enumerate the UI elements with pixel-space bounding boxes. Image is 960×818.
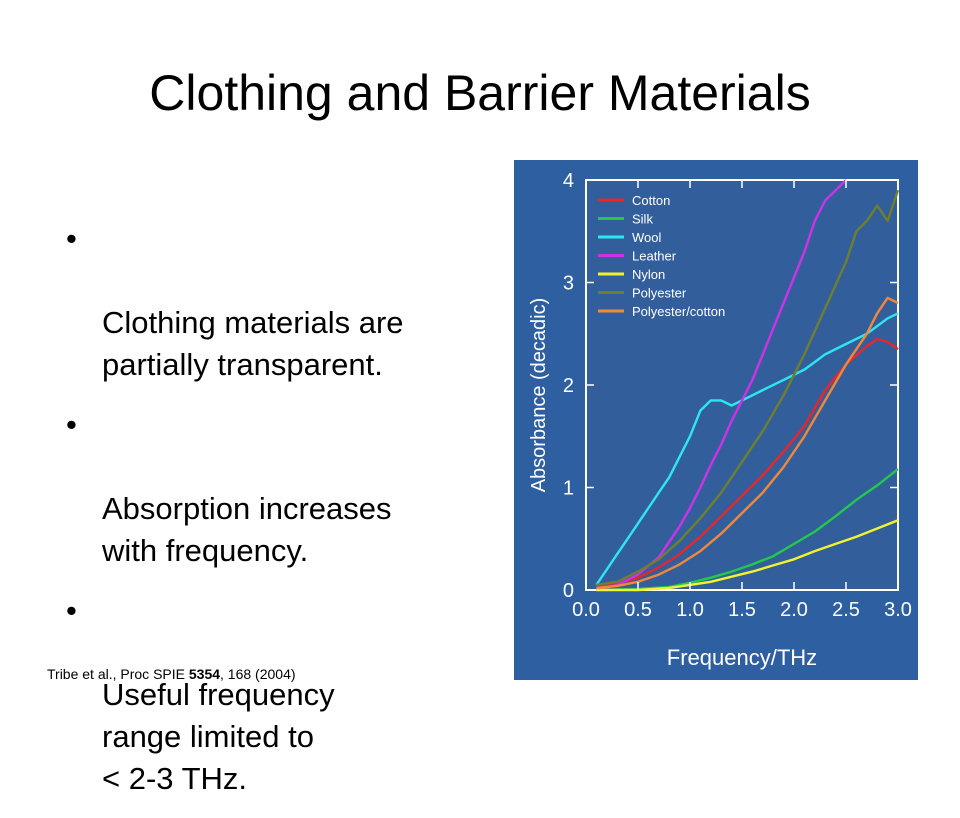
- series-line: [596, 296, 899, 590]
- x-axis-label: Frequency/THz: [667, 645, 817, 670]
- legend-label: Polyester/cotton: [632, 304, 725, 319]
- legend-label: Silk: [632, 212, 653, 227]
- x-tick-label: 2.0: [780, 599, 808, 621]
- ticks-group: 0.0 0.5 1.0 1.5 2.0 2.5 3.0 0 1 2 3 4: [563, 170, 912, 621]
- series-line: [595, 312, 899, 586]
- legend-label: Wool: [632, 230, 661, 245]
- legend-label: Cotton: [632, 193, 670, 208]
- absorbance-figure: 0.0 0.5 1.0 1.5 2.0 2.5 3.0 0 1 2 3 4 Cotton Silk Woo…: [514, 160, 918, 680]
- bullet-glyph: •: [66, 593, 77, 628]
- x-tick-label: 3.0: [884, 599, 912, 621]
- series-line: [596, 337, 899, 590]
- slide-title: Clothing and Barrier Materials: [149, 65, 811, 121]
- x-tick-label: 0.5: [624, 599, 652, 621]
- citation-suffix: , 168 (2004): [220, 666, 296, 682]
- bullet-glyph: •: [66, 407, 77, 442]
- bullet-glyph: •: [66, 221, 77, 256]
- legend-label: Leather: [632, 249, 677, 264]
- citation-prefix: Tribe et al., Proc SPIE: [47, 666, 189, 682]
- y-tick-label: 0: [563, 580, 574, 602]
- chart-legend: Cotton Silk Wool Leather Nylon Polyester Polye…: [598, 193, 725, 319]
- citation: Tribe et al., Proc SPIE 5354, 168 (2004): [47, 666, 296, 682]
- absorbance-chart: 0.0 0.5 1.0 1.5 2.0 2.5 3.0 0 1 2 3 4 Cotton Silk Woo…: [528, 170, 912, 670]
- x-tick-label: 2.5: [832, 599, 860, 621]
- y-axis-label: Absorbance (decadic): [528, 298, 550, 493]
- bullet-text: Clothing materials are partially transpa…: [102, 305, 404, 382]
- bullet-text: Useful frequency range limited to < 2-3 …: [102, 677, 335, 796]
- bullet-item: • Clothing materials are partially trans…: [66, 218, 486, 386]
- bullet-text: Absorption increases with frequency.: [102, 491, 392, 568]
- x-tick-label: 1.5: [728, 599, 756, 621]
- bullet-list: • Clothing materials are partially trans…: [66, 218, 486, 818]
- bullet-item: • Absorption increases with frequency.: [66, 404, 486, 572]
- x-tick-label: 1.0: [676, 599, 704, 621]
- legend-label: Nylon: [632, 267, 665, 282]
- x-tick-label: 0.0: [572, 599, 600, 621]
- y-tick-label: 3: [563, 273, 574, 295]
- legend-label: Polyester: [632, 286, 687, 301]
- y-tick-label: 4: [563, 170, 574, 192]
- series-line: [596, 189, 900, 587]
- series-group: [595, 179, 900, 592]
- series-line: [596, 519, 899, 592]
- y-tick-label: 2: [563, 375, 574, 397]
- bullet-item: • Useful frequency range limited to < 2-…: [66, 590, 486, 800]
- citation-volume: 5354: [188, 666, 221, 682]
- series-line: [596, 179, 847, 592]
- y-tick-label: 1: [563, 478, 574, 500]
